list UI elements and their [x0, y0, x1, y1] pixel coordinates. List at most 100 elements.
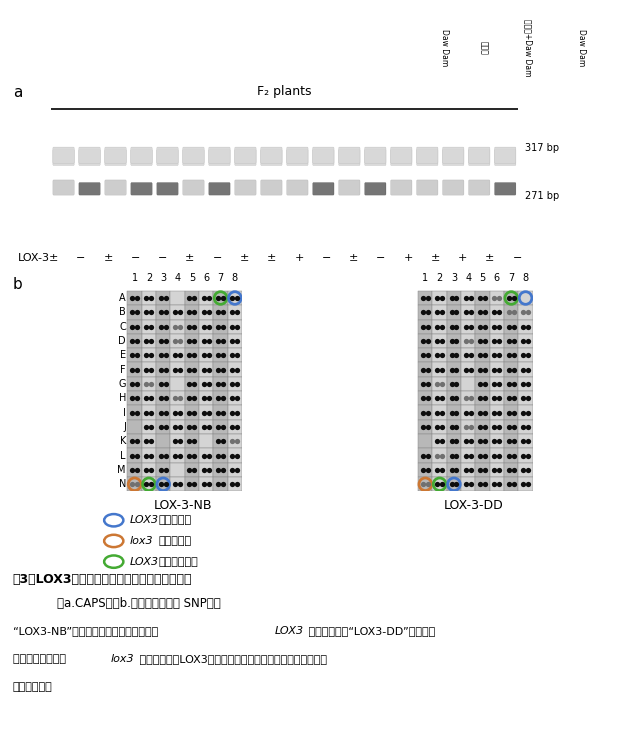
- Bar: [142, 420, 156, 434]
- Bar: [418, 319, 432, 334]
- Bar: [418, 334, 432, 348]
- FancyBboxPatch shape: [209, 183, 230, 195]
- Bar: [214, 434, 228, 449]
- Bar: [156, 348, 171, 363]
- Bar: [199, 420, 214, 434]
- FancyBboxPatch shape: [234, 180, 256, 195]
- Bar: [461, 363, 475, 377]
- Bar: [418, 434, 432, 449]
- Bar: [504, 319, 518, 334]
- Bar: [518, 334, 533, 348]
- Text: lox3: lox3: [130, 536, 153, 546]
- Bar: [518, 363, 533, 377]
- Bar: [518, 449, 533, 463]
- Text: L: L: [121, 451, 126, 460]
- Text: +: +: [295, 253, 304, 262]
- Bar: [142, 305, 156, 319]
- Bar: [185, 477, 199, 491]
- Bar: [475, 291, 490, 305]
- Text: ±: ±: [104, 253, 112, 262]
- Bar: [418, 406, 432, 420]
- FancyBboxPatch shape: [261, 180, 282, 195]
- Bar: [504, 463, 518, 477]
- FancyBboxPatch shape: [287, 180, 308, 195]
- FancyBboxPatch shape: [391, 149, 412, 166]
- FancyBboxPatch shape: [391, 147, 412, 163]
- Bar: [142, 406, 156, 420]
- Bar: [518, 291, 533, 305]
- Bar: [432, 406, 447, 420]
- Text: がヘテロ型: がヘテロ型: [13, 682, 52, 692]
- FancyBboxPatch shape: [468, 149, 490, 166]
- Bar: [228, 363, 242, 377]
- Text: （a.CAPS法　b.ドットブロット SNP法）: （a.CAPS法 b.ドットブロット SNP法）: [57, 597, 221, 610]
- Text: 遣伝子ホモ: 遣伝子ホモ: [159, 536, 191, 546]
- Bar: [504, 434, 518, 449]
- Bar: [199, 319, 214, 334]
- Bar: [214, 348, 228, 363]
- Text: D: D: [118, 336, 126, 346]
- FancyBboxPatch shape: [157, 147, 178, 163]
- Text: A: A: [119, 293, 126, 303]
- Bar: [475, 406, 490, 420]
- Bar: [199, 334, 214, 348]
- FancyBboxPatch shape: [313, 149, 334, 166]
- Text: 遣伝子ホモ（LOX3欠失型）、そして双方で検出されるイネ: 遣伝子ホモ（LOX3欠失型）、そして双方で検出されるイネ: [136, 654, 327, 664]
- Bar: [518, 319, 533, 334]
- Text: a: a: [13, 85, 22, 100]
- Bar: [504, 348, 518, 363]
- Text: −: −: [376, 253, 386, 262]
- Bar: [504, 377, 518, 391]
- Bar: [171, 319, 185, 334]
- Bar: [199, 291, 214, 305]
- Bar: [447, 319, 461, 334]
- Bar: [228, 406, 242, 420]
- FancyBboxPatch shape: [339, 180, 360, 195]
- Bar: [228, 348, 242, 363]
- Bar: [156, 463, 171, 477]
- Bar: [228, 434, 242, 449]
- Bar: [475, 434, 490, 449]
- Bar: [171, 406, 185, 420]
- Text: J: J: [123, 422, 126, 432]
- Text: Daw Dam: Daw Dam: [577, 30, 586, 67]
- Bar: [228, 391, 242, 406]
- Bar: [142, 377, 156, 391]
- Text: 遣伝子ヘテロ: 遣伝子ヘテロ: [159, 556, 198, 567]
- Bar: [475, 449, 490, 463]
- FancyBboxPatch shape: [53, 147, 74, 163]
- Bar: [214, 477, 228, 491]
- Text: F: F: [120, 364, 126, 375]
- Bar: [185, 334, 199, 348]
- Text: LOX3: LOX3: [130, 515, 159, 525]
- Text: −: −: [513, 253, 522, 262]
- Bar: [214, 406, 228, 420]
- Bar: [128, 363, 142, 377]
- Bar: [128, 463, 142, 477]
- FancyBboxPatch shape: [157, 149, 178, 166]
- Bar: [432, 291, 447, 305]
- Bar: [185, 420, 199, 434]
- Bar: [214, 449, 228, 463]
- Bar: [128, 377, 142, 391]
- Bar: [432, 319, 447, 334]
- Bar: [504, 334, 518, 348]
- Bar: [475, 420, 490, 434]
- Bar: [490, 420, 504, 434]
- Bar: [228, 377, 242, 391]
- Text: B: B: [119, 307, 126, 317]
- Bar: [418, 477, 432, 491]
- Bar: [418, 449, 432, 463]
- Bar: [128, 291, 142, 305]
- Text: ±: ±: [431, 253, 440, 262]
- Bar: [228, 334, 242, 348]
- Bar: [156, 363, 171, 377]
- Text: 日本晴: 日本晴: [479, 41, 488, 55]
- Bar: [128, 391, 142, 406]
- FancyBboxPatch shape: [261, 147, 282, 163]
- Text: 4: 4: [465, 273, 471, 283]
- Bar: [228, 291, 242, 305]
- Bar: [128, 334, 142, 348]
- Bar: [185, 434, 199, 449]
- Bar: [228, 463, 242, 477]
